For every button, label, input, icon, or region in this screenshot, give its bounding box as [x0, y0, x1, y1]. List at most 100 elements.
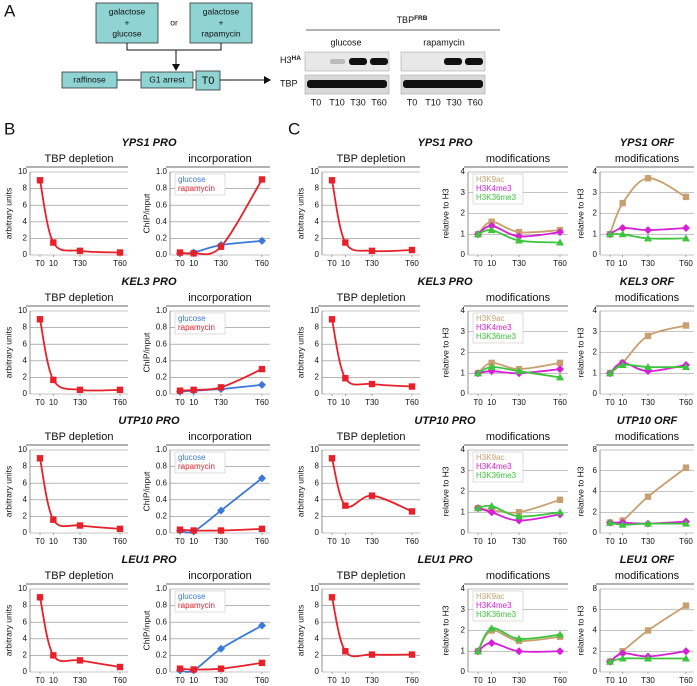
marker — [328, 316, 336, 323]
chart-subtitle: modifications — [486, 431, 551, 443]
chart: KEL3 ORF modifications relative to H3 0 1 2 3 4… — [575, 276, 694, 407]
box-text: T0 — [202, 75, 215, 87]
series-line — [477, 366, 561, 379]
marker — [258, 621, 266, 630]
y-tick-label: 0 — [593, 667, 598, 676]
y-tick-label: 0.4 — [156, 356, 168, 365]
y-tick-label: 4 — [315, 495, 320, 504]
legend-entry: rapamycin — [178, 184, 215, 193]
y-axis-label: relative to H3 — [440, 466, 450, 516]
x-tick-label: T0 — [35, 259, 45, 268]
x-tick-label: T60 — [113, 537, 127, 546]
y-axis-label: arbitrary units — [295, 605, 305, 657]
y-tick-label: 4 — [23, 217, 28, 226]
marker — [190, 527, 197, 534]
marker — [342, 239, 349, 246]
y-tick-label: 0 — [461, 528, 466, 537]
or-text: or — [170, 17, 178, 27]
y-tick-label: 1 — [593, 229, 598, 238]
x-tick-label: T30 — [214, 259, 228, 268]
marker — [76, 247, 84, 255]
series-line — [609, 233, 687, 240]
band — [307, 80, 387, 88]
lane-label: T60 — [371, 97, 387, 107]
chart-title: YPS1 PRO — [121, 137, 176, 149]
x-tick-label: 10 — [487, 398, 496, 407]
y-tick-label: 4 — [461, 167, 466, 176]
x-tick-label: 10 — [49, 259, 58, 268]
band — [403, 80, 483, 88]
series-line — [39, 180, 121, 254]
chart: incorporation ChIP/input 0.0 0.2 0.4 0.6 0.8 1.… — [141, 292, 270, 407]
legend-entry: rapamycin — [178, 462, 215, 471]
arrow-head — [264, 76, 271, 84]
x-tick-label: T0 — [175, 676, 185, 685]
chart-subtitle: TBP depletion — [45, 292, 114, 304]
x-tick-label: T0 — [605, 398, 615, 407]
y-tick-label: 0 — [23, 389, 28, 398]
chart: UTP10 ORF modifications relative to H3 0 2 4 6… — [575, 415, 694, 546]
box — [95, 2, 159, 44]
y-tick-label: 0.4 — [156, 495, 168, 504]
series-line — [477, 361, 561, 374]
y-axis-label: arbitrary units — [295, 188, 305, 240]
arrow-head — [172, 64, 180, 71]
y-tick-label: 6 — [23, 478, 28, 487]
marker — [76, 522, 84, 529]
lane-label: T30 — [446, 97, 462, 107]
x-tick-label: T0 — [35, 537, 45, 546]
y-axis-label: relative to H3 — [575, 466, 585, 516]
x-tick-label: 10 — [341, 537, 350, 546]
marker — [488, 218, 495, 225]
legend-entry: H3K36me3 — [476, 332, 517, 341]
legend-entry: rapamycin — [178, 323, 215, 332]
box-text: + — [219, 17, 224, 27]
lane-label: T0 — [407, 97, 418, 107]
band — [370, 58, 388, 65]
y-axis-label: arbitrary units — [3, 188, 13, 240]
y-tick-label: 2 — [593, 507, 598, 516]
marker — [682, 464, 690, 471]
marker — [556, 647, 564, 656]
x-tick-label: T0 — [605, 537, 615, 546]
lane-label: T30 — [350, 97, 366, 107]
y-tick-label: 0.0 — [156, 528, 168, 537]
marker — [176, 249, 184, 256]
y-tick-label: 0 — [23, 667, 28, 676]
marker — [474, 647, 482, 655]
chart: modifications relative to H3 0 1 2 3 4 T0 10 T30 T… — [440, 431, 568, 546]
panel-label: A — [4, 1, 16, 20]
marker — [368, 651, 376, 658]
y-tick-label: 6 — [23, 200, 28, 209]
marker — [618, 360, 627, 368]
series-line — [331, 458, 413, 513]
x-tick-label: 10 — [341, 676, 350, 685]
marker — [116, 663, 124, 671]
y-axis-label: ChIP/input — [141, 610, 151, 650]
x-tick-label: T60 — [405, 676, 419, 685]
x-tick-label: T30 — [512, 398, 526, 407]
marker — [116, 525, 124, 533]
marker — [606, 369, 614, 377]
series-line — [39, 319, 121, 392]
marker — [50, 376, 57, 384]
y-tick-label: 6 — [315, 200, 320, 209]
x-tick-label: 10 — [618, 259, 627, 268]
series-line — [609, 520, 687, 525]
y-tick-label: 3 — [461, 466, 466, 475]
chart-title: KEL3 PRO — [121, 276, 176, 288]
chart: YPS1 PRO TBP depletion arbitrary units 0 2 4 6… — [3, 137, 177, 268]
series-line — [477, 507, 561, 522]
marker — [515, 367, 523, 375]
blot-strip — [304, 51, 390, 72]
x-tick-label: T60 — [405, 259, 419, 268]
y-axis-label: ChIP/input — [141, 471, 151, 511]
marker — [487, 638, 496, 647]
marker — [556, 373, 564, 381]
y-tick-label: 2 — [593, 209, 598, 218]
x-tick-label: T30 — [512, 259, 526, 268]
marker — [487, 226, 496, 234]
marker — [116, 249, 124, 256]
legend-entry: glucose — [178, 175, 206, 184]
marker — [217, 243, 225, 250]
